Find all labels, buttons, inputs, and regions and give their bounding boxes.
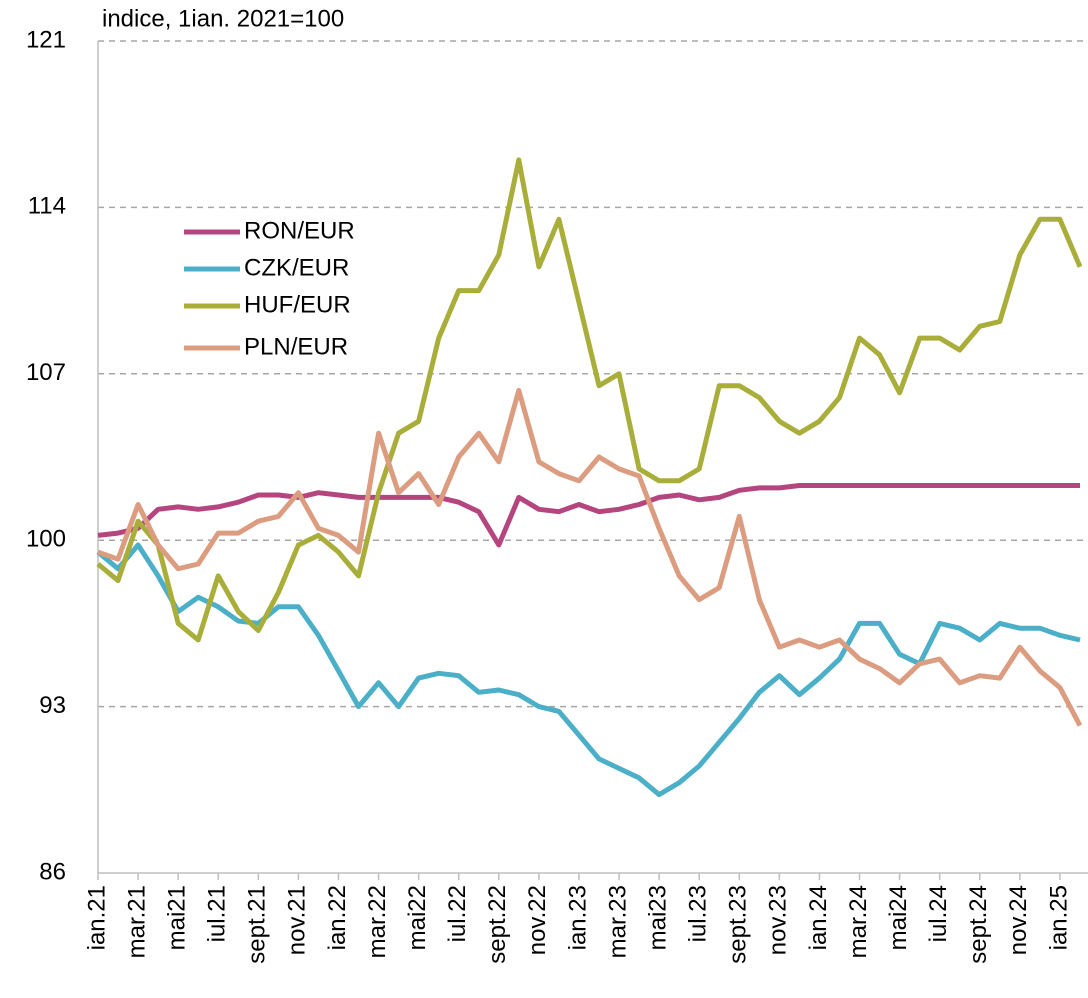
x-tick-label: mar.23 <box>604 885 631 958</box>
x-tick-label: mai24 <box>885 885 912 950</box>
x-tick-label: mai23 <box>644 885 671 950</box>
x-tick-label: iul.22 <box>444 885 471 942</box>
series-line <box>97 483 1080 548</box>
x-tick-label: mar.24 <box>845 885 872 958</box>
y-tick-label: 114 <box>28 193 66 220</box>
legend-label: PLN/EUR <box>244 333 348 360</box>
x-tick-label: mai22 <box>404 885 431 950</box>
x-tick-label: mar.21 <box>123 885 150 958</box>
y-tick-label: 107 <box>26 359 66 386</box>
y-tick-label: 100 <box>26 526 66 553</box>
x-tick-label: mai21 <box>164 885 191 950</box>
x-tick-label: sept.23 <box>725 885 752 964</box>
x-tick-label: sept.22 <box>484 885 511 964</box>
x-tick-label: sept.24 <box>965 885 992 964</box>
legend-label: HUF/EUR <box>244 291 351 318</box>
x-tick-label: iul.23 <box>685 885 712 942</box>
x-tick-label: ian.21 <box>83 885 110 950</box>
legend-label: CZK/EUR <box>244 254 349 281</box>
x-tick-label: ian.25 <box>1045 885 1072 950</box>
x-tick-label: iul.21 <box>204 885 231 942</box>
x-tick-label: sept.21 <box>244 885 271 964</box>
x-tick-label: ian.22 <box>324 885 351 950</box>
annotation: indice, 1ian. 2021=100 <box>102 5 344 32</box>
y-tick-label: 121 <box>26 26 66 53</box>
x-tick-label: mar.22 <box>364 885 391 958</box>
series-line <box>96 542 1081 798</box>
x-tick-label: ian.23 <box>564 885 591 950</box>
legend-label: RON/EUR <box>244 217 355 244</box>
x-tick-label: ian.24 <box>805 885 832 950</box>
y-tick-label: 93 <box>39 692 66 719</box>
x-tick-label: nov.21 <box>284 885 311 955</box>
y-tick-label: 86 <box>39 858 66 885</box>
x-tick-label: nov.24 <box>1005 885 1032 955</box>
series-line <box>96 157 1083 643</box>
x-tick-label: iul.24 <box>925 885 952 942</box>
x-tick-label: nov.22 <box>524 885 551 955</box>
series-line <box>97 387 1083 727</box>
x-tick-label: nov.23 <box>765 885 792 955</box>
